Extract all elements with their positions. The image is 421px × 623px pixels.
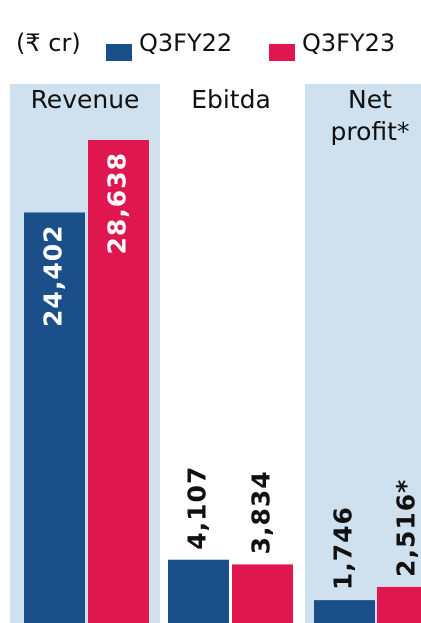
bar — [314, 600, 375, 623]
bars: 24,402 4,107 1,746 28,638 3,834 2,516* — [24, 140, 421, 623]
value-label: 1,746 — [329, 506, 358, 590]
category-labels: Revenue Ebitda Net profit* — [31, 85, 410, 146]
legend-swatch — [269, 44, 295, 61]
category-label: Ebitda — [191, 85, 271, 114]
panel-background — [305, 84, 421, 623]
bar — [88, 140, 149, 623]
category-label-line: profit* — [331, 117, 410, 146]
value-label: 28,638 — [103, 152, 132, 254]
value-label: 24,402 — [39, 224, 68, 326]
legend-swatch — [106, 44, 132, 61]
value-label: 2,516* — [392, 479, 421, 577]
legend: Q3FY22 Q3FY23 — [106, 29, 395, 61]
category-label-line: Net — [348, 85, 392, 114]
bar — [168, 559, 229, 623]
unit-label: (₹ cr) — [16, 29, 81, 57]
legend-label: Q3FY23 — [302, 29, 395, 57]
bar — [24, 212, 85, 623]
legend-label: Q3FY22 — [139, 29, 232, 57]
category-label: Net profit* — [331, 85, 410, 146]
value-label: 3,834 — [247, 470, 276, 554]
value-label: 4,107 — [183, 466, 212, 550]
bar — [377, 586, 421, 623]
category-label: Revenue — [31, 85, 140, 114]
bar — [232, 564, 293, 623]
